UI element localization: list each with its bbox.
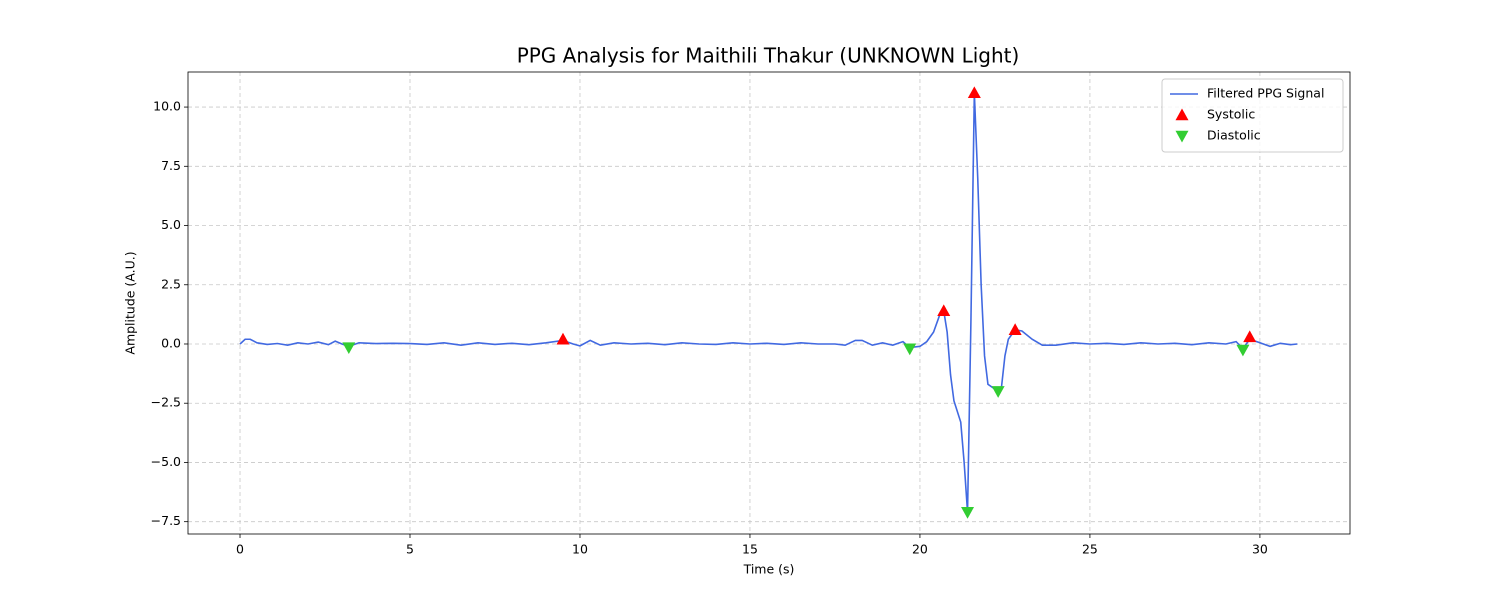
x-tick-label: 10	[572, 542, 588, 557]
x-tick-label: 0	[236, 542, 244, 557]
legend-swatch	[1175, 130, 1189, 143]
x-tick-label: 15	[742, 542, 758, 557]
y-axis-label: Amplitude (A.U.)	[123, 251, 138, 354]
legend: Filtered PPG Signal Systolic Diastolic	[1161, 78, 1344, 153]
x-tick-label: 5	[406, 542, 414, 557]
legend-label: Systolic	[1207, 107, 1255, 122]
legend-swatch	[1175, 108, 1189, 121]
x-tick-label: 25	[1082, 542, 1098, 557]
legend-label: Filtered PPG Signal	[1207, 86, 1324, 101]
legend-label: Diastolic	[1207, 128, 1261, 143]
peak-marker	[967, 86, 981, 99]
y-tick-label: −2.5	[151, 395, 181, 410]
y-tick-label: 0.0	[161, 335, 181, 350]
chart-title: PPG Analysis for Maithili Thakur (UNKNOW…	[517, 44, 1020, 68]
y-tick-label: 7.5	[161, 158, 181, 173]
x-tick-label: 20	[912, 542, 928, 557]
plot-frame	[187, 71, 1351, 535]
peak-marker	[961, 507, 975, 519]
peak-marker	[903, 343, 917, 356]
peak-marker	[1243, 330, 1257, 343]
signal-line	[239, 92, 1298, 513]
x-tick-label: 30	[1252, 542, 1268, 557]
y-tick-label: −5.0	[151, 454, 181, 469]
peak-marker	[937, 304, 951, 317]
peak-marker	[991, 386, 1005, 398]
peak-marker	[1008, 323, 1022, 335]
x-axis-label: Time (s)	[743, 562, 795, 577]
peak-marker	[342, 342, 356, 355]
legend-box	[1161, 78, 1344, 153]
y-tick-label: 2.5	[161, 276, 181, 291]
peak-marker	[556, 332, 570, 345]
y-tick-label: 10.0	[153, 99, 181, 114]
y-tick-label: −7.5	[151, 513, 181, 528]
peak-marker	[1236, 344, 1250, 357]
y-tick-label: 5.0	[161, 217, 181, 232]
